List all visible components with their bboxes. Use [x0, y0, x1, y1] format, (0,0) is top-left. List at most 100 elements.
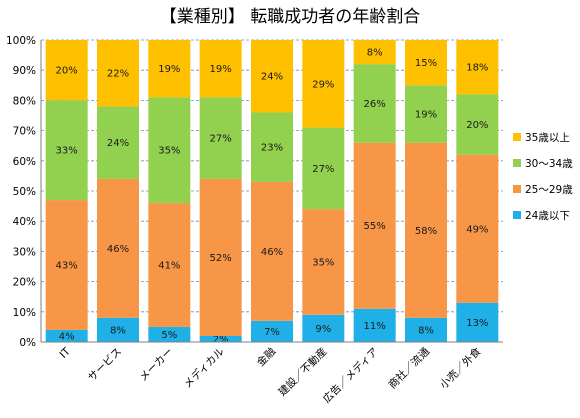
category-label: サービス	[86, 346, 124, 384]
data-label: 19%	[415, 109, 437, 120]
data-label: 23%	[261, 143, 283, 154]
data-label: 18%	[466, 63, 488, 74]
chart-title: 【業種別】 転職成功者の年齢割合	[159, 7, 421, 27]
category-label: IT	[58, 345, 74, 361]
category-label: メーカー	[137, 346, 175, 384]
data-label: 2%	[213, 334, 229, 345]
category-label: 小売／外食	[437, 345, 484, 392]
data-label: 58%	[415, 226, 437, 237]
bar-segment	[148, 40, 191, 98]
bar-segment	[302, 127, 345, 210]
category-label: 金融	[254, 345, 278, 369]
bar-segment	[405, 317, 447, 342]
bar-segment	[405, 142, 447, 318]
bar-segment	[353, 64, 396, 143]
bar-segment	[148, 203, 191, 327]
legend-label: 30～34歳	[525, 158, 573, 170]
y-tick-label: 10%	[13, 307, 36, 319]
legend-swatch	[513, 133, 521, 141]
data-label: 15%	[415, 58, 437, 69]
data-label: 19%	[158, 64, 180, 75]
bar-segment	[405, 85, 447, 143]
bar-segment	[199, 335, 242, 342]
bar-segment	[251, 181, 293, 321]
y-tick-label: 30%	[13, 246, 36, 258]
bar-segment	[97, 40, 139, 107]
bar-segment	[45, 100, 88, 201]
data-label: 11%	[364, 321, 386, 332]
category-label: 商社／流通	[386, 345, 433, 392]
legend-swatch	[513, 185, 521, 193]
legend-label: 24歳以下	[525, 210, 570, 222]
legend-label: 25～29歳	[525, 184, 573, 196]
data-label: 26%	[364, 99, 386, 110]
data-label: 46%	[107, 244, 129, 255]
bar-segment	[199, 40, 242, 98]
bar-segment	[353, 40, 396, 65]
data-label: 41%	[158, 260, 180, 271]
legend-swatch	[513, 159, 521, 167]
bar-segment	[199, 178, 242, 336]
data-label: 55%	[364, 221, 386, 232]
y-tick-label: 60%	[13, 156, 36, 168]
data-label: 4%	[59, 331, 75, 342]
data-label: 27%	[312, 164, 334, 175]
data-label: 43%	[56, 260, 78, 271]
y-tick-label: 70%	[13, 126, 36, 138]
data-label: 24%	[261, 72, 283, 83]
y-tick-label: 0%	[19, 337, 36, 349]
bar-segment	[456, 40, 499, 95]
bar-segment	[456, 302, 499, 342]
bar-segment	[405, 40, 447, 86]
data-label: 49%	[466, 224, 488, 235]
bar-segment	[148, 97, 191, 204]
data-label: 29%	[312, 79, 334, 90]
bar-segment	[456, 154, 499, 303]
bar-segment	[199, 97, 242, 179]
bar-segment	[302, 209, 345, 315]
y-tick-label: 50%	[13, 186, 36, 198]
y-tick-label: 100%	[6, 35, 36, 47]
data-label: 35%	[158, 146, 180, 157]
data-label: 8%	[418, 325, 434, 336]
bar-segment	[353, 142, 396, 309]
bar-segment	[251, 112, 293, 182]
bar-segment	[45, 200, 88, 330]
data-label: 27%	[210, 134, 232, 145]
data-label: 20%	[56, 66, 78, 77]
data-label: 13%	[466, 318, 488, 329]
bar-segment	[148, 326, 191, 342]
data-label: 33%	[56, 146, 78, 157]
data-label: 20%	[466, 120, 488, 131]
data-label: 8%	[367, 48, 383, 59]
data-label: 7%	[264, 327, 280, 338]
y-tick-label: 80%	[13, 95, 36, 107]
y-tick-label: 40%	[13, 216, 36, 228]
data-label: 35%	[312, 257, 334, 268]
data-label: 8%	[110, 325, 126, 336]
y-tick-label: 90%	[13, 65, 36, 77]
category-label: 建設／不動産	[276, 345, 330, 399]
data-label: 22%	[107, 69, 129, 80]
bar-segment	[45, 40, 88, 101]
category-label: メディカル	[181, 345, 227, 391]
data-label: 46%	[261, 247, 283, 258]
data-label: 52%	[210, 253, 232, 264]
bar-segment	[97, 317, 139, 342]
bar-segment	[97, 178, 139, 318]
data-label: 9%	[315, 324, 331, 335]
bar-segment	[97, 106, 139, 179]
bar-segment	[251, 40, 293, 113]
bar-segment	[456, 94, 499, 155]
bar-segment	[302, 314, 345, 342]
data-label: 19%	[210, 64, 232, 75]
bar-segment	[302, 40, 345, 128]
data-label: 24%	[107, 138, 129, 149]
bar-segment	[353, 308, 396, 342]
legend-swatch	[513, 211, 521, 219]
bar-segment	[45, 329, 88, 342]
legend-label: 35歳以上	[525, 132, 570, 144]
y-tick-label: 20%	[13, 277, 36, 289]
data-label: 5%	[161, 330, 177, 341]
